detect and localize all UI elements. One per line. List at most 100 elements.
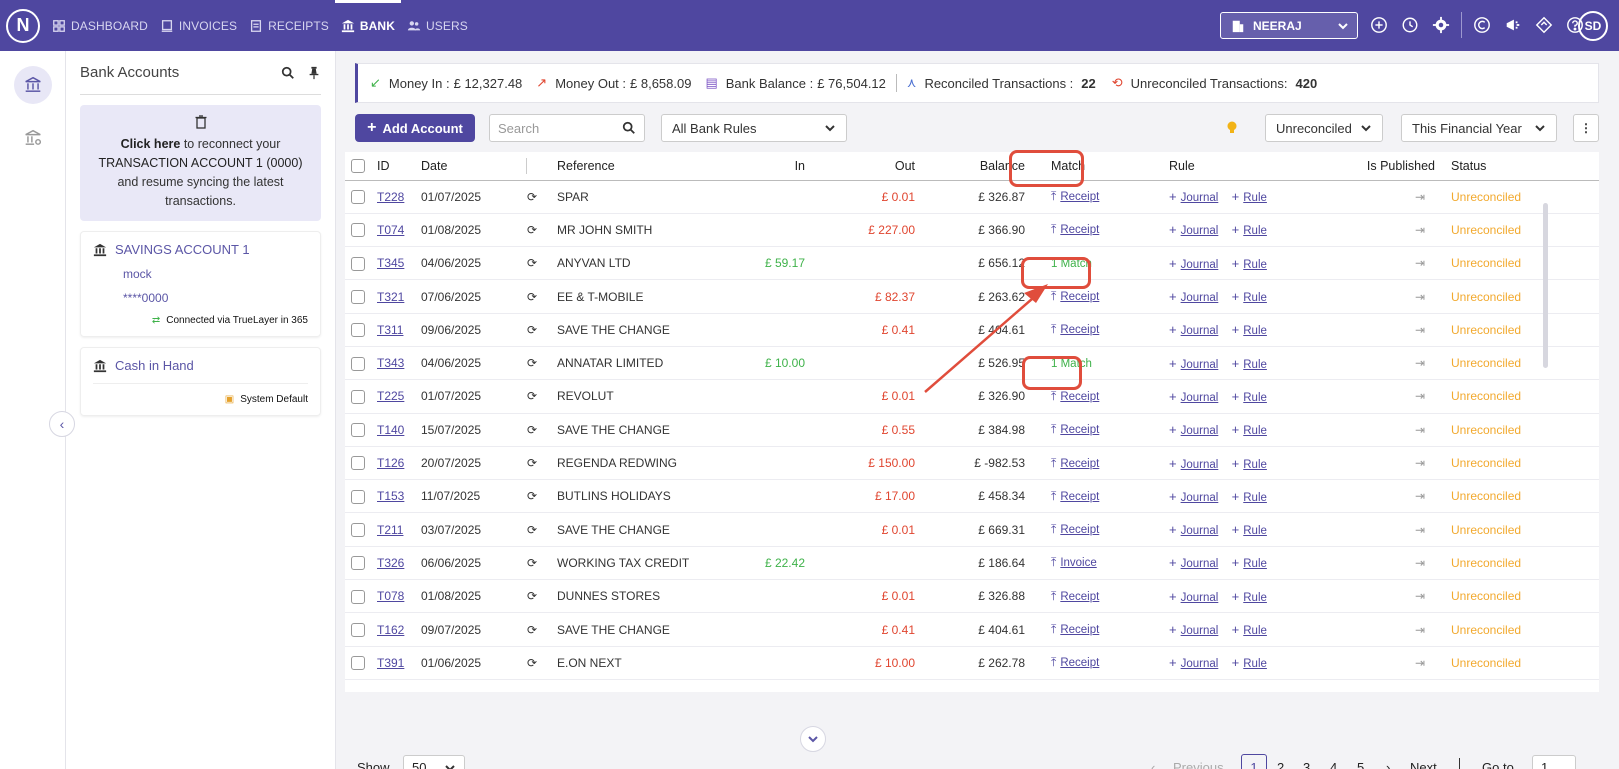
page-1-button[interactable]: 1	[1241, 753, 1267, 769]
col-reference[interactable]: Reference	[557, 152, 737, 181]
pin-icon[interactable]	[307, 66, 321, 80]
transaction-id-link[interactable]: T074	[377, 222, 405, 237]
transaction-id-link[interactable]: T078	[377, 589, 405, 604]
transaction-id-link[interactable]: T326	[377, 555, 405, 570]
rule-link[interactable]: Rule	[1243, 258, 1267, 271]
row-checkbox[interactable]	[351, 323, 365, 338]
journal-link[interactable]: Journal	[1180, 625, 1219, 637]
match-action-link[interactable]: Receipt	[1060, 657, 1100, 670]
match-link[interactable]: 1 Match	[1051, 258, 1092, 271]
col-out[interactable]: Out	[817, 152, 927, 181]
match-action-link[interactable]: Receipt	[1060, 390, 1100, 403]
account-card-cash[interactable]: Cash in Hand ▣ System Default	[80, 347, 321, 416]
journal-link[interactable]: Journal	[1180, 525, 1219, 538]
rule-link[interactable]: Rule	[1243, 425, 1267, 438]
col-date[interactable]: Date	[421, 152, 527, 181]
page-5-button[interactable]: 5	[1357, 760, 1365, 769]
match-action-link[interactable]: Receipt	[1060, 457, 1100, 470]
rule-link[interactable]: Rule	[1243, 558, 1267, 571]
search-icon[interactable]	[281, 66, 295, 80]
journal-link[interactable]: Journal	[1180, 192, 1219, 205]
row-checkbox[interactable]	[351, 456, 365, 471]
rule-link[interactable]: Rule	[1243, 458, 1267, 471]
row-checkbox[interactable]	[351, 356, 365, 371]
journal-link[interactable]: Journal	[1180, 358, 1219, 371]
rail-bank-button[interactable]	[13, 66, 52, 104]
col-balance[interactable]: Balance	[927, 152, 1039, 181]
match-action-link[interactable]: Receipt	[1060, 291, 1100, 304]
row-checkbox[interactable]	[351, 656, 365, 671]
period-select[interactable]: This Financial Year	[1401, 114, 1557, 142]
journal-link[interactable]: Journal	[1180, 491, 1219, 504]
transaction-id-link[interactable]: T211	[377, 522, 404, 537]
col-status[interactable]: Status	[1443, 152, 1599, 181]
gear-icon[interactable]	[1430, 12, 1452, 38]
match-action-link[interactable]: Receipt	[1060, 490, 1100, 503]
publish-icon[interactable]: ⇥	[1414, 589, 1425, 604]
row-checkbox[interactable]	[351, 256, 365, 271]
rule-link[interactable]: Rule	[1243, 292, 1267, 305]
history-icon[interactable]	[1399, 12, 1421, 38]
publish-icon[interactable]: ⇥	[1414, 289, 1425, 304]
next-icon[interactable]: ›	[1386, 760, 1391, 769]
table-row[interactable]: T162 09/07/2025 ⟳ SAVE THE CHANGE £ 0.41…	[345, 612, 1599, 647]
search-input[interactable]: Search	[489, 114, 645, 142]
publish-icon[interactable]: ⇥	[1414, 222, 1425, 237]
transaction-id-link[interactable]: T321	[377, 289, 405, 304]
table-row[interactable]: T074 01/08/2025 ⟳ MR JOHN SMITH £ 227.00…	[345, 213, 1599, 248]
journal-link[interactable]: Journal	[1180, 558, 1219, 571]
nav-users[interactable]: USERS	[407, 0, 468, 51]
publish-icon[interactable]: ⇥	[1414, 622, 1425, 637]
col-in[interactable]: In	[737, 152, 817, 181]
table-row[interactable]: T321 07/06/2025 ⟳ EE & T-MOBILE £ 82.37 …	[345, 279, 1599, 314]
table-row[interactable]: T225 01/07/2025 ⟳ REVOLUT £ 0.01 £ 326.9…	[345, 379, 1599, 414]
rule-link[interactable]: Rule	[1243, 325, 1267, 338]
journal-link[interactable]: Journal	[1180, 292, 1219, 305]
collapse-panel-button[interactable]: ‹	[49, 411, 75, 437]
col-rule[interactable]: Rule	[1159, 152, 1359, 181]
match-action-link[interactable]: Receipt	[1060, 224, 1100, 237]
transaction-id-link[interactable]: T228	[377, 189, 405, 204]
more-options-button[interactable]: ⋮	[1573, 114, 1599, 142]
status-filter-select[interactable]: Unreconciled	[1265, 114, 1383, 142]
row-checkbox[interactable]	[351, 190, 365, 205]
publish-icon[interactable]: ⇥	[1414, 356, 1425, 371]
next-button[interactable]: Next	[1410, 760, 1437, 769]
rule-link[interactable]: Rule	[1243, 225, 1267, 238]
transaction-id-link[interactable]: T345	[377, 256, 405, 271]
match-action-link[interactable]: Receipt	[1060, 191, 1100, 204]
megaphone-icon[interactable]	[1502, 12, 1524, 38]
row-checkbox[interactable]	[351, 423, 365, 438]
avatar[interactable]: SD	[1578, 11, 1608, 41]
publish-icon[interactable]: ⇥	[1414, 322, 1425, 337]
rule-link[interactable]: Rule	[1243, 525, 1267, 538]
publish-icon[interactable]: ⇥	[1414, 522, 1425, 537]
lightbulb-icon[interactable]	[1225, 120, 1239, 134]
goto-input[interactable]: 1	[1532, 754, 1576, 769]
page-2-button[interactable]: 2	[1277, 760, 1285, 769]
publish-icon[interactable]: ⇥	[1414, 389, 1425, 404]
rule-link[interactable]: Rule	[1243, 591, 1267, 604]
table-row[interactable]: T343 04/06/2025 ⟳ ANNATAR LIMITED £ 10.0…	[345, 346, 1599, 381]
table-row[interactable]: T311 09/06/2025 ⟳ SAVE THE CHANGE £ 0.41…	[345, 313, 1599, 347]
transaction-id-link[interactable]: T162	[377, 622, 405, 637]
prev-icon[interactable]: ‹	[1151, 760, 1156, 769]
journal-link[interactable]: Journal	[1180, 658, 1219, 671]
transaction-id-link[interactable]: T343	[377, 356, 405, 371]
journal-link[interactable]: Journal	[1180, 225, 1219, 238]
row-checkbox[interactable]	[351, 223, 365, 238]
table-row[interactable]: T326 06/06/2025 ⟳ WORKING TAX CREDIT £ 2…	[345, 546, 1599, 581]
match-action-link[interactable]: Receipt	[1060, 624, 1100, 636]
rule-link[interactable]: Rule	[1243, 658, 1267, 671]
company-select[interactable]: NEERAJ	[1220, 12, 1358, 39]
match-action-link[interactable]: Receipt	[1060, 324, 1100, 337]
journal-link[interactable]: Journal	[1180, 325, 1219, 338]
select-all-checkbox[interactable]	[351, 159, 365, 174]
page-4-button[interactable]: 4	[1330, 760, 1338, 769]
publish-icon[interactable]: ⇥	[1414, 555, 1425, 570]
diamond-icon[interactable]	[1533, 12, 1555, 38]
transaction-id-link[interactable]: T311	[377, 322, 404, 337]
transaction-id-link[interactable]: T225	[377, 389, 405, 404]
row-checkbox[interactable]	[351, 489, 365, 504]
nav-dashboard[interactable]: DASHBOARD	[52, 0, 148, 51]
